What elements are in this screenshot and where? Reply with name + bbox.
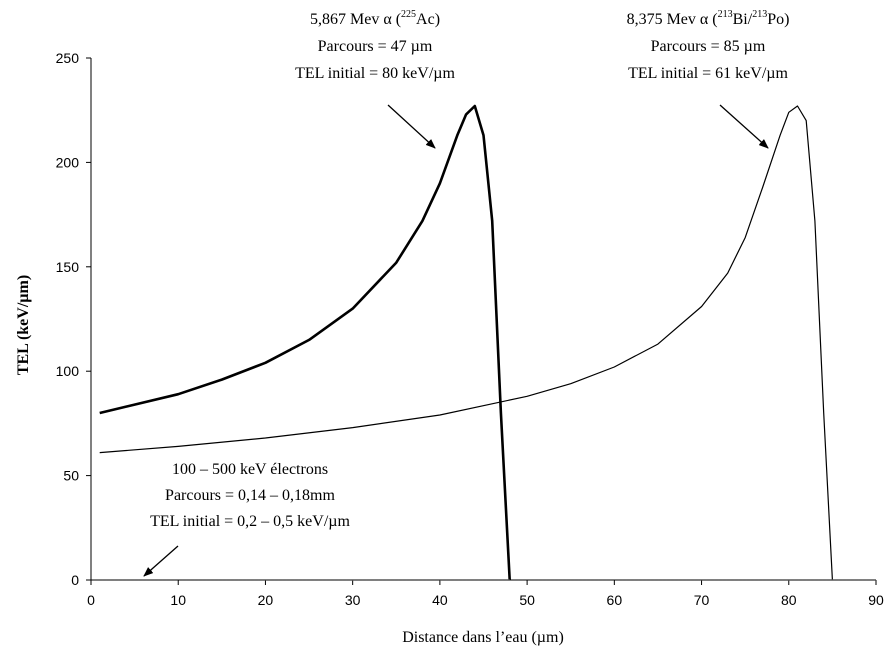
x-tick-label: 80 <box>781 592 797 608</box>
y-axis-title: TEL (keV/µm) <box>15 275 32 375</box>
annotation-213bi-range: Parcours = 85 µm <box>651 38 766 55</box>
y-tick-label: 200 <box>56 154 80 170</box>
x-axis-title: Distance dans l’eau (µm) <box>402 629 564 646</box>
x-tick-label: 20 <box>258 592 274 608</box>
annotation-213bi-title-part1: 8,375 Mev α ( <box>627 11 718 28</box>
x-tick-label: 0 <box>87 592 95 608</box>
annotation-213bi-title-part2: Bi/ <box>733 11 753 28</box>
ticks: 0 50 100 150 200 250 0 10 20 30 40 50 60 70 80 90 <box>56 50 884 608</box>
x-tick-label: 30 <box>345 592 361 608</box>
y-tick-label: 150 <box>56 259 80 275</box>
annotation-electrons-title: 100 – 500 keV électrons <box>172 461 328 478</box>
y-tick-label: 0 <box>71 572 79 588</box>
annotation-213bi-let: TEL initial = 61 keV/µm <box>628 65 788 82</box>
annotation-213bi-title-sup2: 213 <box>752 9 767 20</box>
annotation-213bi-title: 8,375 Mev α (213Bi/213Po) <box>627 9 790 28</box>
annotation-213bi-arrow <box>719 104 769 149</box>
x-tick-label: 90 <box>868 592 884 608</box>
annotation-213bi-title-part3: Po) <box>767 11 789 28</box>
x-tick-label: 60 <box>607 592 623 608</box>
annotation-electrons-range: Parcours = 0,14 – 0,18mm <box>165 487 335 504</box>
y-tick-label: 100 <box>56 363 80 379</box>
y-tick-label: 50 <box>63 468 79 484</box>
x-tick-label: 70 <box>694 592 710 608</box>
annotation-225ac: 5,867 Mev α (225Ac) Parcours = 47 µm TEL… <box>295 9 455 149</box>
series-225ac-line <box>99 104 511 581</box>
x-tick-label: 40 <box>432 592 448 608</box>
annotation-225ac-title-part1: 5,867 Mev α ( <box>310 11 401 28</box>
annotation-electrons: 100 – 500 keV électrons Parcours = 0,14 … <box>143 461 350 577</box>
annotation-electrons-let: TEL initial = 0,2 – 0,5 keV/µm <box>150 513 350 530</box>
series-layer <box>99 104 876 581</box>
annotation-225ac-let: TEL initial = 80 keV/µm <box>295 65 455 82</box>
annotation-225ac-arrow <box>387 104 436 149</box>
series-213bi-line <box>99 105 833 581</box>
y-tick-label: 250 <box>56 50 80 66</box>
annotation-225ac-title-part2: Ac) <box>416 11 440 28</box>
x-tick-label: 10 <box>170 592 186 608</box>
x-tick-label: 50 <box>519 592 535 608</box>
annotation-225ac-title-sup: 225 <box>401 9 416 20</box>
annotation-213bi: 8,375 Mev α (213Bi/213Po) Parcours = 85 … <box>627 9 790 149</box>
annotation-225ac-range: Parcours = 47 µm <box>318 38 433 55</box>
annotation-electrons-arrow <box>143 545 179 577</box>
annotation-225ac-title: 5,867 Mev α (225Ac) <box>310 9 440 28</box>
annotation-213bi-title-sup1: 213 <box>718 9 733 20</box>
